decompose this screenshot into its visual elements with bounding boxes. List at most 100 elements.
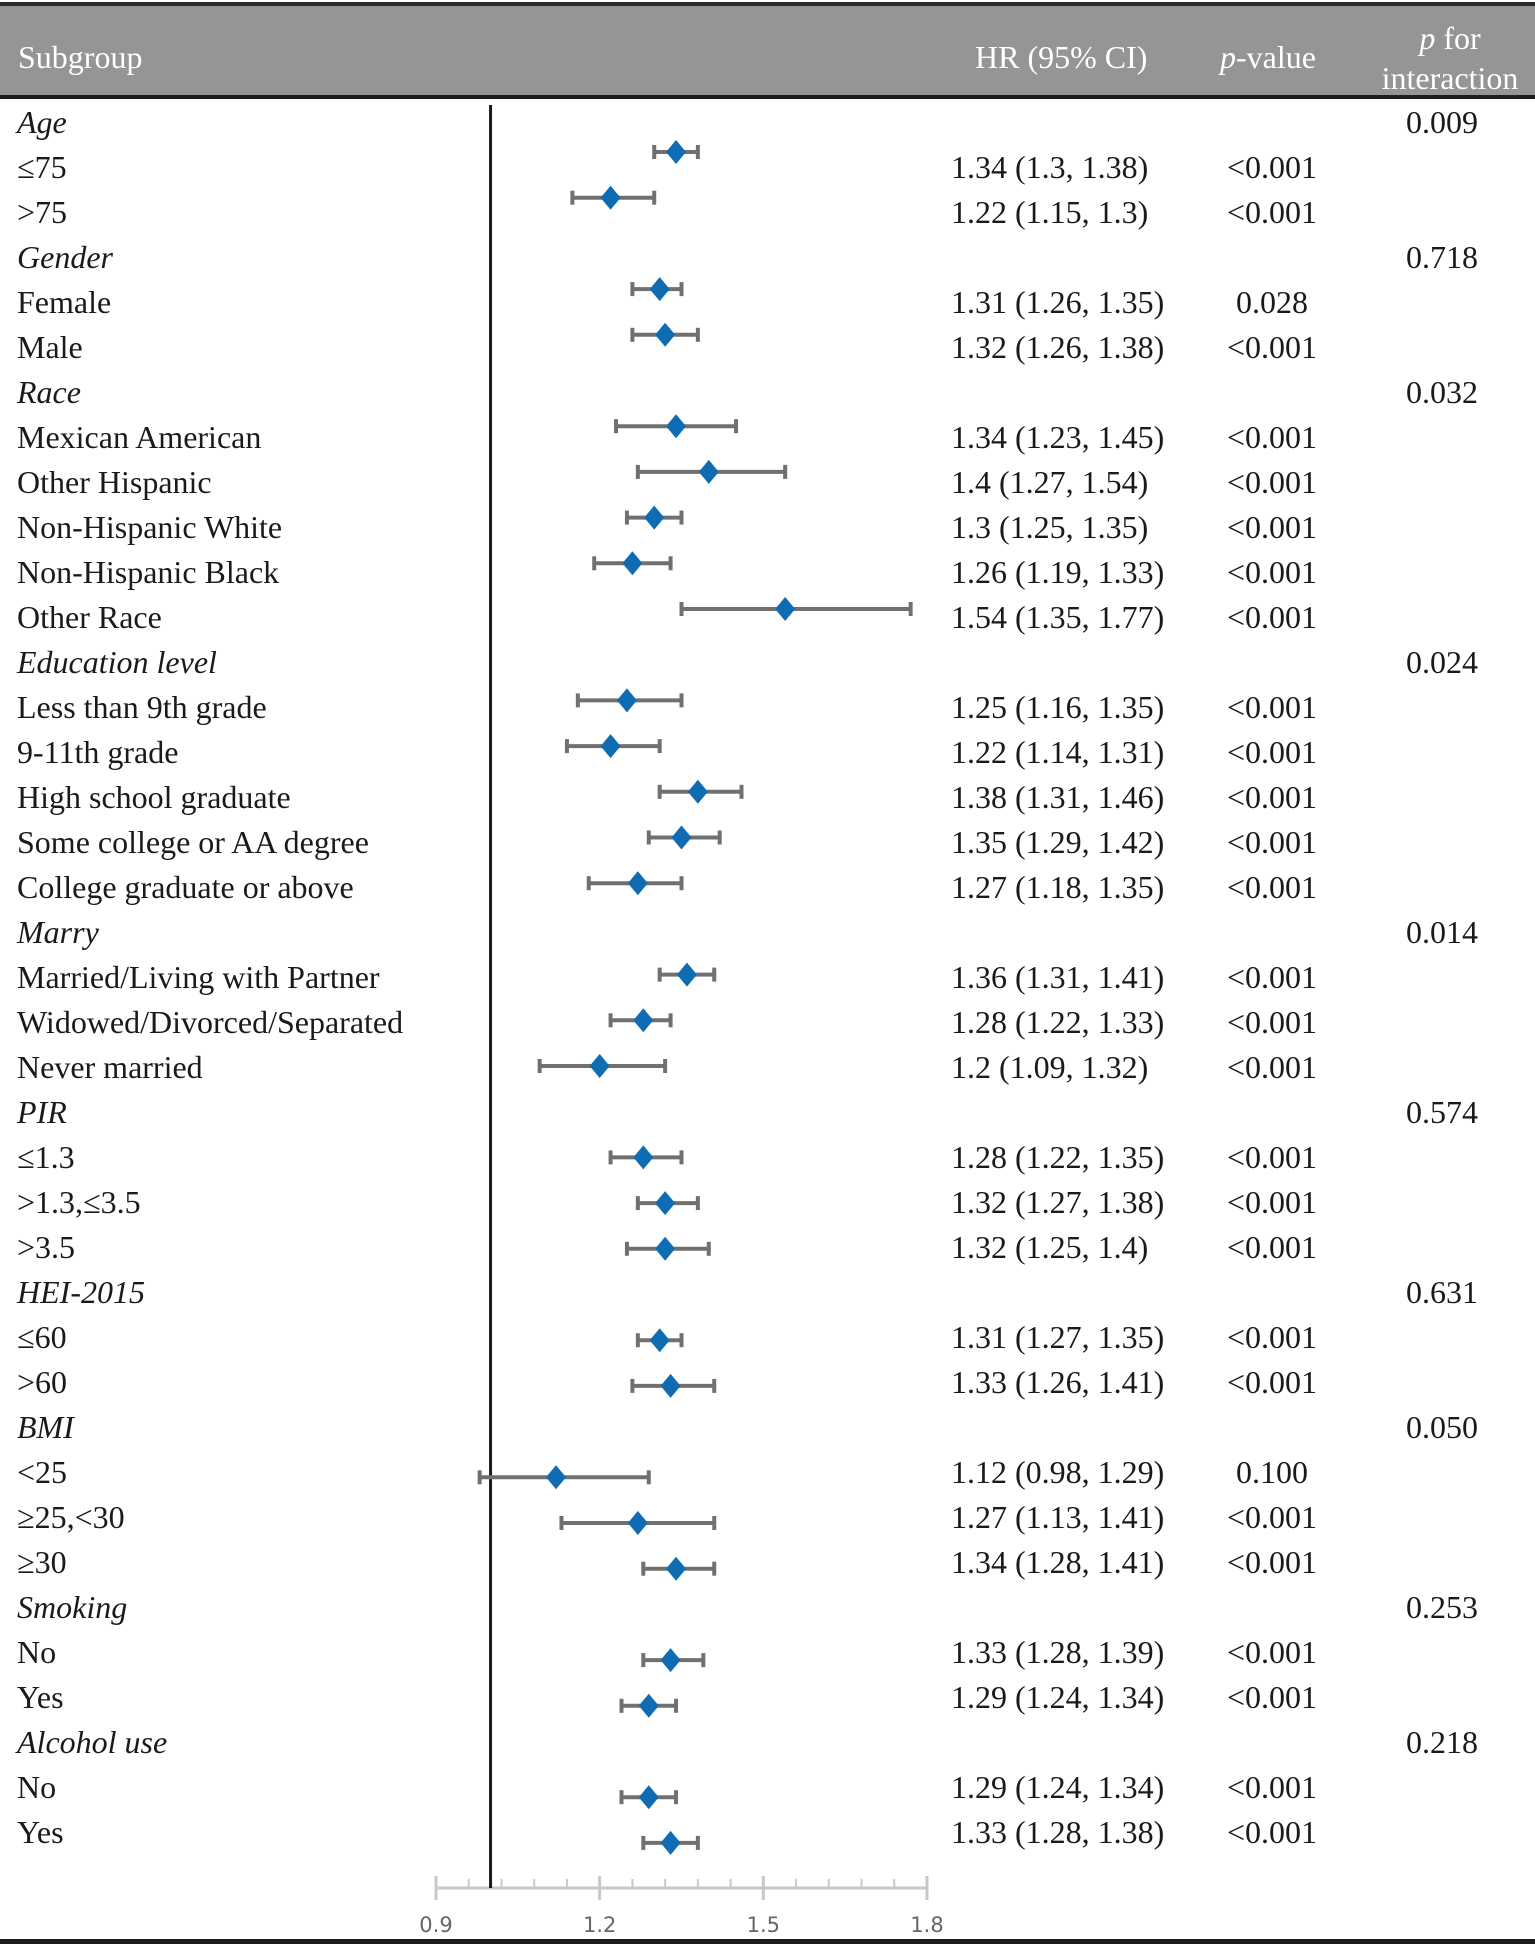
hr-point-marker <box>671 825 692 850</box>
header-subgroup: Subgroup <box>18 39 143 75</box>
group-label: PIR <box>17 1094 67 1130</box>
subgroup-label: Married/Living with Partner <box>17 959 380 995</box>
hr-point-marker <box>627 871 648 896</box>
hr-point-marker <box>644 505 665 530</box>
p-value: <0.001 <box>1226 1634 1318 1670</box>
table-bottom-rule <box>0 1939 1535 1944</box>
p-interaction-value: 0.253 <box>1406 1589 1478 1625</box>
subgroup-label: 9-11th grade <box>17 734 179 770</box>
p-interaction-value: 0.009 <box>1406 104 1478 140</box>
p-value: <0.001 <box>1226 869 1318 905</box>
group-label: Gender <box>17 239 113 275</box>
x-tick-label: 1.5 <box>747 1913 780 1937</box>
hr-ci-value: 1.27 (1.18, 1.35) <box>951 869 1165 905</box>
hr-point-marker <box>627 1511 648 1535</box>
p-value: <0.001 <box>1226 824 1318 860</box>
subgroup-label: Never married <box>17 1049 203 1085</box>
p-interaction-value: 0.218 <box>1406 1724 1478 1760</box>
p-value: <0.001 <box>1226 149 1318 185</box>
hr-point-marker <box>622 551 643 576</box>
p-value: <0.001 <box>1226 554 1318 590</box>
hr-ci-value: 1.29 (1.24, 1.34) <box>951 1679 1165 1715</box>
subgroup-label: No <box>17 1769 57 1805</box>
hr-point-marker <box>638 1693 659 1718</box>
hr-point-marker <box>655 322 676 347</box>
table-top-rule <box>0 2 1535 6</box>
hr-ci-value: 1.22 (1.14, 1.31) <box>951 734 1165 770</box>
hr-ci-value: 1.28 (1.22, 1.35) <box>951 1139 1165 1175</box>
hr-point-marker <box>649 1328 670 1353</box>
hr-ci-value: 1.32 (1.25, 1.4) <box>951 1229 1149 1265</box>
subgroup-label: ≥25,<30 <box>17 1499 125 1535</box>
hr-point-marker <box>660 1373 681 1398</box>
hr-point-marker <box>676 962 697 987</box>
p-value: <0.001 <box>1226 194 1318 230</box>
subgroup-label: ≤60 <box>17 1319 67 1355</box>
subgroup-label: >3.5 <box>17 1229 76 1265</box>
hr-ci-value: 1.25 (1.16, 1.35) <box>951 689 1165 725</box>
p-value: <0.001 <box>1226 1319 1318 1355</box>
table-header: Subgroup HR (95% CI) p-value p for intera… <box>0 6 1535 96</box>
hr-point-marker <box>589 1054 610 1078</box>
hr-point-marker <box>600 185 621 210</box>
hr-ci-value: 1.31 (1.27, 1.35) <box>951 1319 1165 1355</box>
hr-ci-value: 1.33 (1.28, 1.39) <box>951 1634 1165 1670</box>
hr-ci-value: 1.54 (1.35, 1.77) <box>951 599 1165 635</box>
group-label: BMI <box>17 1409 74 1445</box>
group-label: Marry <box>17 914 99 950</box>
p-value: <0.001 <box>1226 1364 1318 1400</box>
p-value: <0.001 <box>1226 1679 1318 1715</box>
hr-ci-value: 1.33 (1.26, 1.41) <box>951 1364 1165 1400</box>
header-p-value: p-value <box>1220 41 1316 73</box>
p-interaction-value: 0.032 <box>1406 374 1478 410</box>
hr-ci-value: 1.34 (1.23, 1.45) <box>951 419 1165 455</box>
header-pint-italic: p <box>1419 20 1436 56</box>
hr-ci-value: 1.36 (1.31, 1.41) <box>951 959 1165 995</box>
hr-point-marker <box>546 1465 567 1490</box>
hr-point-marker <box>655 1191 676 1216</box>
hr-point-marker <box>660 1830 681 1855</box>
p-interaction-value: 0.024 <box>1406 644 1478 680</box>
header-p-rest: -value <box>1236 39 1316 75</box>
p-value: <0.001 <box>1226 329 1318 365</box>
p-value: <0.001 <box>1226 1544 1318 1580</box>
hr-point-marker <box>698 459 719 484</box>
p-value: 0.028 <box>1236 284 1308 320</box>
hr-point-marker <box>633 1008 654 1033</box>
hr-point-marker <box>666 140 687 164</box>
header-pint-rest1: for <box>1435 20 1481 56</box>
subgroup-label: Male <box>17 329 83 365</box>
hr-point-marker <box>649 277 670 302</box>
subgroup-label: >60 <box>17 1364 68 1400</box>
group-label: Education level <box>17 644 217 680</box>
group-label: Age <box>17 104 67 140</box>
group-label: Race <box>17 374 81 410</box>
hr-point-marker <box>687 779 708 804</box>
p-value: <0.001 <box>1226 1499 1318 1535</box>
hr-ci-value: 1.32 (1.27, 1.38) <box>951 1184 1165 1220</box>
hr-point-marker <box>600 734 621 759</box>
hr-ci-value: 1.35 (1.29, 1.42) <box>951 824 1165 860</box>
p-interaction-value: 0.631 <box>1406 1274 1478 1310</box>
p-interaction-value: 0.574 <box>1406 1094 1478 1130</box>
p-value: <0.001 <box>1226 1004 1318 1040</box>
hr-point-marker <box>633 1145 654 1170</box>
hr-ci-value: 1.2 (1.09, 1.32) <box>951 1049 1149 1085</box>
p-value: <0.001 <box>1226 464 1318 500</box>
p-value: 0.100 <box>1236 1454 1308 1490</box>
subgroup-label: Non-Hispanic Black <box>17 554 280 590</box>
hr-point-marker <box>616 688 637 713</box>
subgroup-label: <25 <box>17 1454 68 1490</box>
p-value: <0.001 <box>1226 689 1318 725</box>
subgroup-label: Widowed/Divorced/Separated <box>17 1004 404 1040</box>
subgroup-label: College graduate or above <box>17 869 354 905</box>
hr-ci-value: 1.33 (1.28, 1.38) <box>951 1814 1165 1850</box>
hr-ci-value: 1.29 (1.24, 1.34) <box>951 1769 1165 1805</box>
hr-ci-value: 1.28 (1.22, 1.33) <box>951 1004 1165 1040</box>
hr-ci-value: 1.26 (1.19, 1.33) <box>951 554 1165 590</box>
hr-ci-value: 1.32 (1.26, 1.38) <box>951 329 1165 365</box>
hr-ci-value: 1.12 (0.98, 1.29) <box>951 1454 1165 1490</box>
subgroup-label: Non-Hispanic White <box>17 509 283 545</box>
subgroup-label: Mexican American <box>17 419 262 455</box>
header-pint-rest2: interaction <box>1381 60 1519 96</box>
